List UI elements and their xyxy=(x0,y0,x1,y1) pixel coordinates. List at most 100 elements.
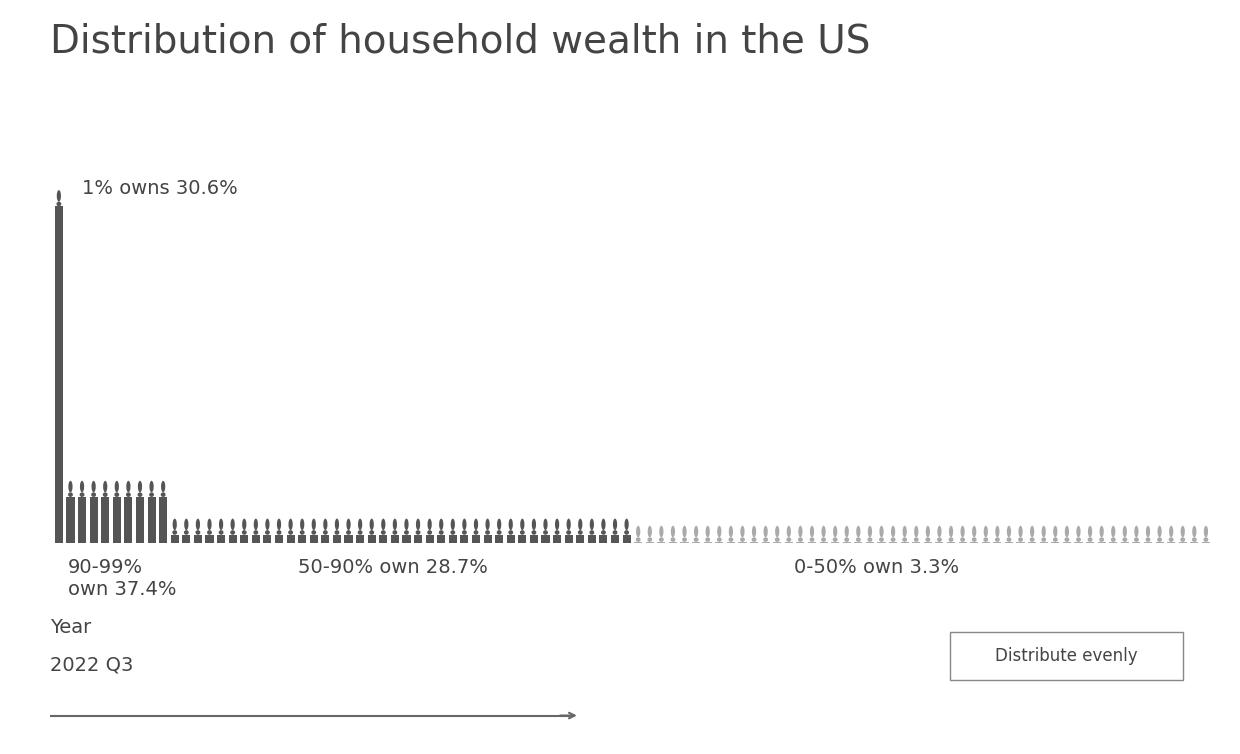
Bar xyxy=(507,535,515,543)
Ellipse shape xyxy=(428,519,432,530)
Circle shape xyxy=(346,530,351,535)
Bar xyxy=(356,535,365,543)
Ellipse shape xyxy=(1135,526,1138,538)
Circle shape xyxy=(994,538,999,542)
Ellipse shape xyxy=(324,519,327,530)
Text: 2022 Q3: 2022 Q3 xyxy=(50,656,133,675)
Text: Distribute evenly: Distribute evenly xyxy=(994,647,1138,665)
Bar xyxy=(484,535,491,543)
Circle shape xyxy=(1192,538,1197,542)
Circle shape xyxy=(231,530,236,535)
Circle shape xyxy=(775,538,780,542)
Circle shape xyxy=(1042,538,1047,542)
Bar xyxy=(55,207,63,543)
Ellipse shape xyxy=(92,481,95,492)
Circle shape xyxy=(903,538,908,542)
Ellipse shape xyxy=(764,526,768,538)
Ellipse shape xyxy=(682,526,687,538)
Ellipse shape xyxy=(961,526,965,538)
Circle shape xyxy=(508,530,513,535)
Circle shape xyxy=(79,492,84,497)
Circle shape xyxy=(1133,538,1138,542)
Ellipse shape xyxy=(810,526,815,538)
Ellipse shape xyxy=(751,526,756,538)
Circle shape xyxy=(925,538,930,542)
Circle shape xyxy=(114,492,119,497)
Bar xyxy=(460,535,469,543)
Ellipse shape xyxy=(1030,526,1034,538)
Circle shape xyxy=(624,530,629,535)
Ellipse shape xyxy=(450,519,455,530)
Circle shape xyxy=(149,492,154,497)
Ellipse shape xyxy=(786,526,791,538)
Bar xyxy=(252,535,260,543)
Ellipse shape xyxy=(265,519,269,530)
Circle shape xyxy=(844,538,849,542)
Circle shape xyxy=(322,530,327,535)
Bar xyxy=(228,535,237,543)
Circle shape xyxy=(1169,538,1173,542)
Ellipse shape xyxy=(1053,526,1058,538)
Bar xyxy=(529,535,538,543)
Circle shape xyxy=(890,538,895,542)
Ellipse shape xyxy=(370,519,373,530)
Bar xyxy=(124,497,133,543)
Circle shape xyxy=(172,530,177,535)
Bar xyxy=(263,535,272,543)
Ellipse shape xyxy=(1007,526,1011,538)
Ellipse shape xyxy=(775,526,779,538)
Ellipse shape xyxy=(497,519,501,530)
Circle shape xyxy=(335,530,340,535)
Ellipse shape xyxy=(439,519,444,530)
Bar xyxy=(67,497,74,543)
Circle shape xyxy=(740,538,745,542)
Ellipse shape xyxy=(346,519,351,530)
Bar xyxy=(206,535,213,543)
Circle shape xyxy=(554,530,559,535)
Ellipse shape xyxy=(983,526,988,538)
Circle shape xyxy=(937,538,942,542)
Circle shape xyxy=(972,538,977,542)
Circle shape xyxy=(567,530,572,535)
Ellipse shape xyxy=(1192,526,1197,538)
Circle shape xyxy=(658,538,663,542)
Circle shape xyxy=(763,538,768,542)
Circle shape xyxy=(92,492,95,497)
Ellipse shape xyxy=(740,526,744,538)
Ellipse shape xyxy=(937,526,941,538)
FancyBboxPatch shape xyxy=(950,632,1183,680)
Circle shape xyxy=(277,530,281,535)
Text: 0-50% own 3.3%: 0-50% own 3.3% xyxy=(794,558,959,577)
Ellipse shape xyxy=(358,519,362,530)
Bar xyxy=(403,535,410,543)
Circle shape xyxy=(300,530,305,535)
Ellipse shape xyxy=(799,526,802,538)
Circle shape xyxy=(647,538,652,542)
Ellipse shape xyxy=(926,526,930,538)
Circle shape xyxy=(1053,538,1058,542)
Ellipse shape xyxy=(1146,526,1151,538)
Ellipse shape xyxy=(578,519,583,530)
Circle shape xyxy=(879,538,884,542)
Bar xyxy=(148,497,155,543)
Ellipse shape xyxy=(903,526,906,538)
Bar xyxy=(159,497,167,543)
Ellipse shape xyxy=(694,526,698,538)
Circle shape xyxy=(833,538,837,542)
Circle shape xyxy=(1180,538,1185,542)
Ellipse shape xyxy=(415,519,420,530)
Bar xyxy=(588,535,596,543)
Circle shape xyxy=(671,538,676,542)
Bar xyxy=(193,535,202,543)
Circle shape xyxy=(68,492,73,497)
Ellipse shape xyxy=(196,519,200,530)
Circle shape xyxy=(428,530,432,535)
Ellipse shape xyxy=(1042,526,1045,538)
Ellipse shape xyxy=(972,526,976,538)
Ellipse shape xyxy=(521,519,525,530)
Ellipse shape xyxy=(1100,526,1104,538)
Circle shape xyxy=(543,530,548,535)
Ellipse shape xyxy=(185,519,188,530)
Circle shape xyxy=(751,538,756,542)
Bar xyxy=(379,535,387,543)
